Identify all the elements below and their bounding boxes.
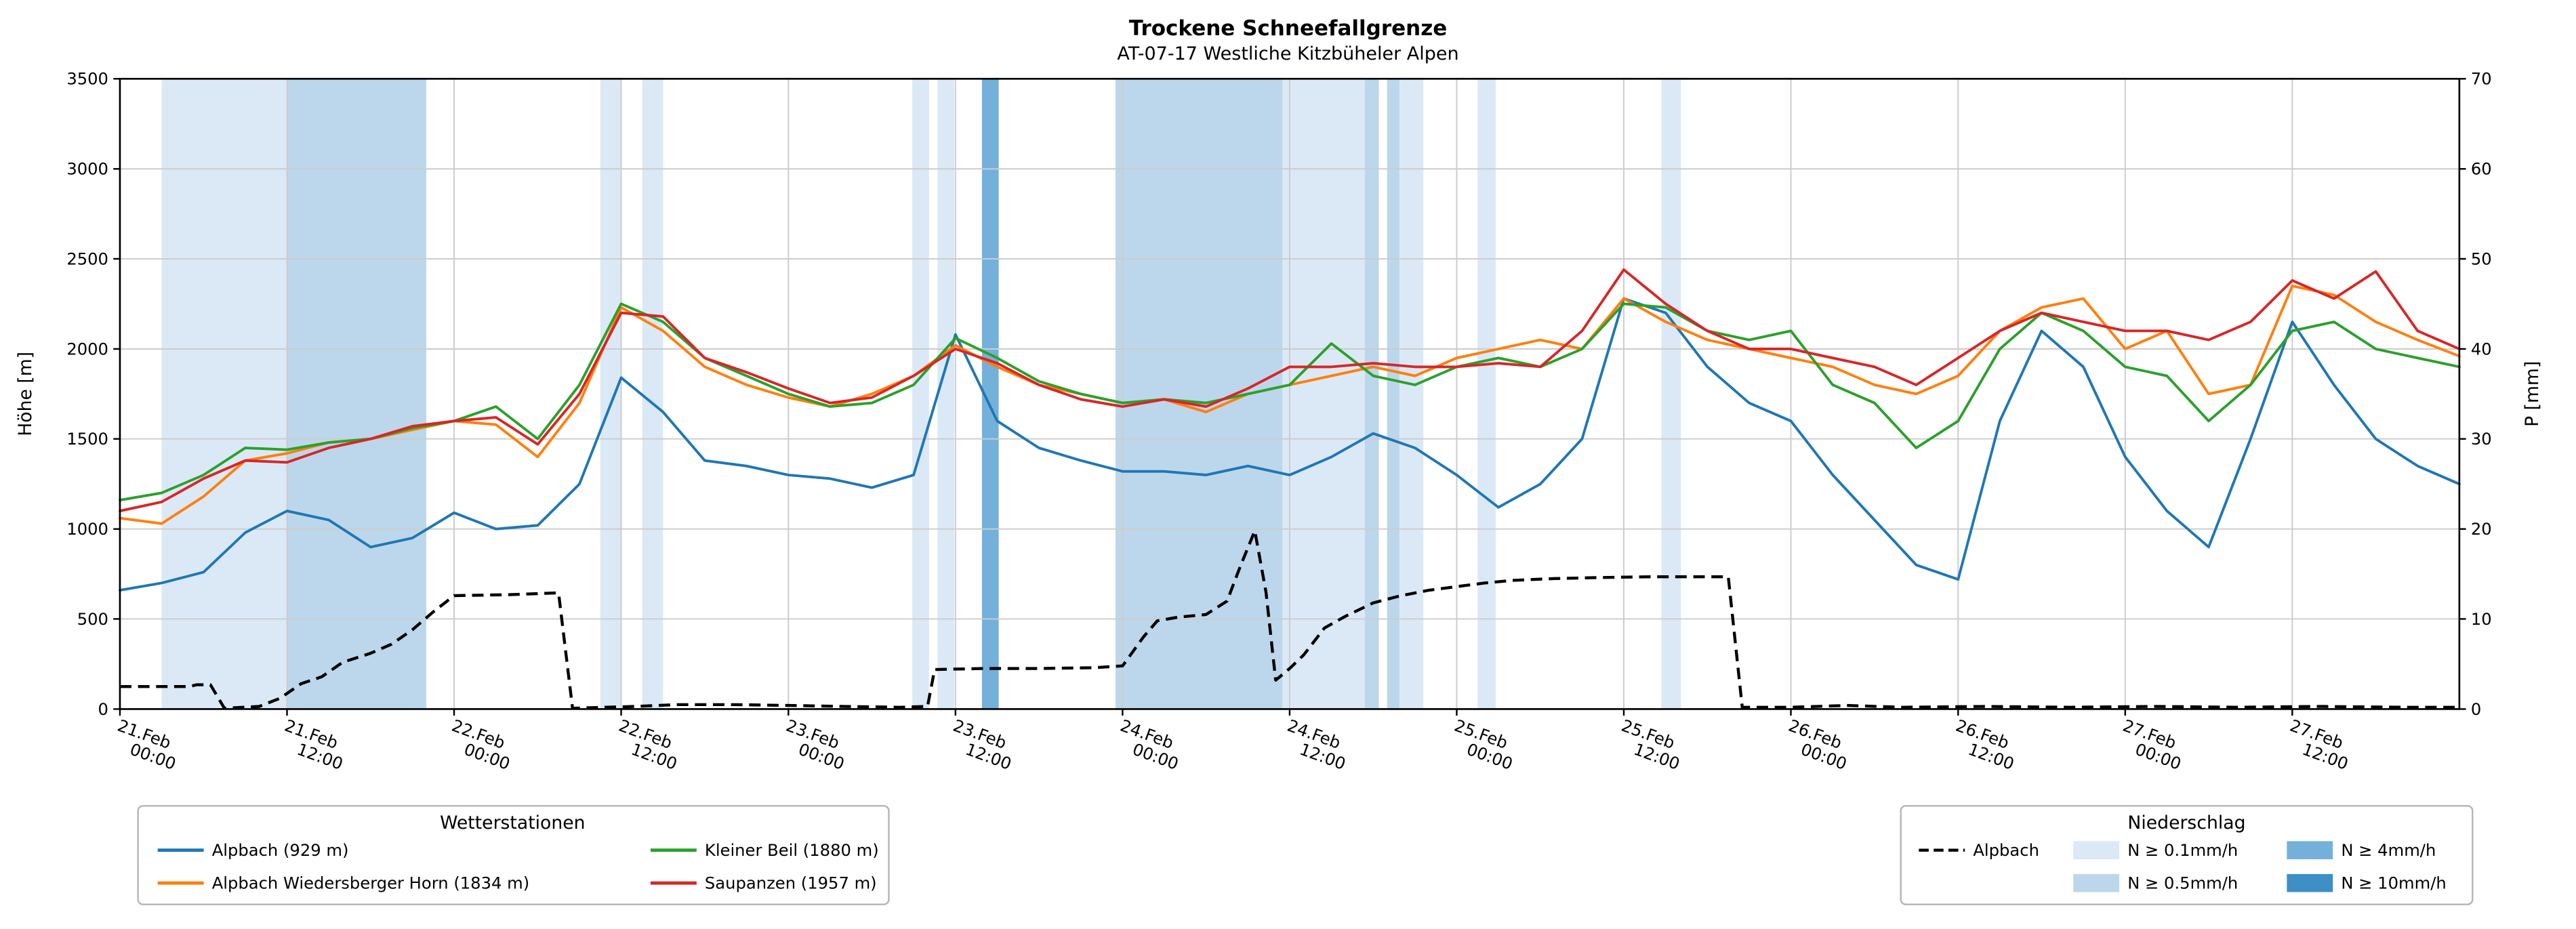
- legend-stations: Wetterstationen Alpbach (929 m) Alpbach Wi…: [137, 805, 890, 905]
- x-tick-label: 23.Feb12:00: [945, 716, 1021, 774]
- x-tick-label: 21.Feb12:00: [276, 716, 352, 774]
- legend-item-label: N ≥ 0.5mm/h: [2127, 874, 2238, 893]
- legend-item-label: N ≥ 0.1mm/h: [2127, 841, 2238, 860]
- precip-band-0.1: [600, 79, 621, 709]
- x-tick: 27.Feb00:00: [2114, 709, 2190, 774]
- x-tick: 21.Feb00:00: [109, 709, 185, 774]
- legend-swatch: [2287, 873, 2333, 892]
- precip-band-0.5: [287, 79, 427, 709]
- x-tick: 24.Feb00:00: [1111, 709, 1187, 774]
- precip-band-0.1: [912, 79, 929, 709]
- y-axis-left: 0 500 1000 1500 2000 2500 3000 3500: [66, 70, 120, 719]
- precip-band-0.1: [1661, 79, 1681, 709]
- precip-band-0.1: [161, 79, 287, 709]
- legend-item-label: Kleiner Beil (1880 m): [705, 841, 879, 860]
- x-tick-label: 25.Feb00:00: [1446, 716, 1521, 774]
- y-axis-right: 0 10 20 30 40 50 60 70: [2459, 70, 2492, 719]
- x-tick-label: 27.Feb12:00: [2281, 716, 2357, 774]
- y-tick-label: 3500: [66, 70, 108, 89]
- x-tick: 26.Feb12:00: [1947, 709, 2023, 774]
- legend-item-label: Saupanzen (1957 m): [705, 874, 877, 893]
- y-tick-label: 70: [2471, 70, 2492, 89]
- y-axis-label-right: P [mm]: [2522, 361, 2543, 427]
- precip-band-0.5: [1387, 79, 1400, 709]
- x-tick-label: 23.Feb00:00: [777, 716, 853, 774]
- x-tick: 23.Feb00:00: [777, 709, 853, 774]
- series-line-0: [119, 297, 2461, 592]
- y-tick-label: 0: [98, 700, 108, 719]
- y-tick-label: 1500: [66, 430, 108, 449]
- legend-item-label: Alpbach Wiedersberger Horn (1834 m): [212, 874, 529, 893]
- y-tick-label: 1000: [66, 520, 108, 539]
- chart-subtitle: AT-07-17 Westliche Kitzbüheler Alpen: [1117, 43, 1459, 64]
- y-tick-label: 60: [2471, 160, 2492, 179]
- legend-swatch: [2073, 873, 2120, 892]
- y-tick-label: 40: [2471, 339, 2492, 358]
- legend-item-label: N ≥ 4mm/h: [2341, 841, 2436, 860]
- y-tick-label: 30: [2471, 430, 2492, 449]
- x-tick-label: 22.Feb00:00: [443, 716, 519, 774]
- x-tick-label: 24.Feb00:00: [1111, 716, 1187, 774]
- legend-precip: Niederschlag Alpbach N ≥ 0.1mm/h N ≥ 0.5mm/…: [1900, 805, 2474, 905]
- y-tick-label: 10: [2471, 610, 2492, 629]
- legend-title: Wetterstationen: [440, 812, 585, 833]
- precip-band-0.1: [937, 79, 954, 709]
- y-tick-label: 50: [2471, 249, 2492, 268]
- x-tick-label: 25.Feb12:00: [1613, 716, 1689, 774]
- x-axis: 21.Feb00:00 21.Feb12:00 22.Feb00:00 22.Feb1…: [109, 709, 2357, 774]
- x-tick: 25.Feb12:00: [1613, 709, 1689, 774]
- legend-item-label: Alpbach (929 m): [212, 841, 349, 860]
- x-tick-label: 26.Feb12:00: [1947, 716, 2023, 774]
- precip-band-0.1: [1282, 79, 1365, 709]
- y-axis-label-left: Höhe [m]: [15, 352, 36, 436]
- x-tick: 22.Feb12:00: [610, 709, 686, 774]
- x-tick-label: 21.Feb00:00: [109, 716, 185, 774]
- precip-band-0.5: [1115, 79, 1283, 709]
- x-tick: 24.Feb12:00: [1279, 709, 1355, 774]
- y-tick-label: 2000: [66, 339, 108, 358]
- series-line-2: [119, 302, 2461, 502]
- precip-dashed-line: [119, 529, 2459, 710]
- y-tick-label: 3000: [66, 160, 108, 179]
- precip-band-0.1: [642, 79, 663, 709]
- precip-band-0.1: [1399, 79, 1424, 709]
- chart-title: Trockene Schneefallgrenze: [1128, 16, 1448, 41]
- legend-box: [137, 805, 890, 905]
- y-tick-label: 500: [77, 610, 108, 629]
- series-line-3: [119, 268, 2461, 512]
- gridlines: [119, 78, 2459, 710]
- x-tick-label: 27.Feb00:00: [2114, 716, 2190, 774]
- legend-swatch: [2073, 841, 2120, 860]
- x-tick-label: 26.Feb00:00: [1780, 716, 1856, 774]
- y-tick-label: 0: [2471, 700, 2481, 719]
- x-tick: 23.Feb12:00: [945, 709, 1021, 774]
- legend-item-label: Alpbach: [1973, 841, 2039, 860]
- precip-bands: [161, 79, 1681, 709]
- precip-band-0.5: [1364, 79, 1379, 709]
- legend-title: Niederschlag: [2127, 812, 2245, 833]
- legend-swatch: [2287, 841, 2333, 860]
- x-tick: 26.Feb00:00: [1780, 709, 1856, 774]
- x-tick: 21.Feb12:00: [276, 709, 352, 774]
- legend-item-label: N ≥ 10mm/h: [2341, 874, 2446, 893]
- x-tick: 22.Feb00:00: [443, 709, 519, 774]
- precip-band-0.1: [1477, 79, 1496, 709]
- y-tick-label: 20: [2471, 520, 2492, 539]
- x-tick: 25.Feb00:00: [1446, 709, 1521, 774]
- x-tick: 27.Feb12:00: [2281, 709, 2357, 774]
- y-tick-label: 2500: [66, 249, 108, 268]
- x-tick-label: 22.Feb12:00: [610, 716, 686, 774]
- x-tick-label: 24.Feb12:00: [1279, 716, 1355, 774]
